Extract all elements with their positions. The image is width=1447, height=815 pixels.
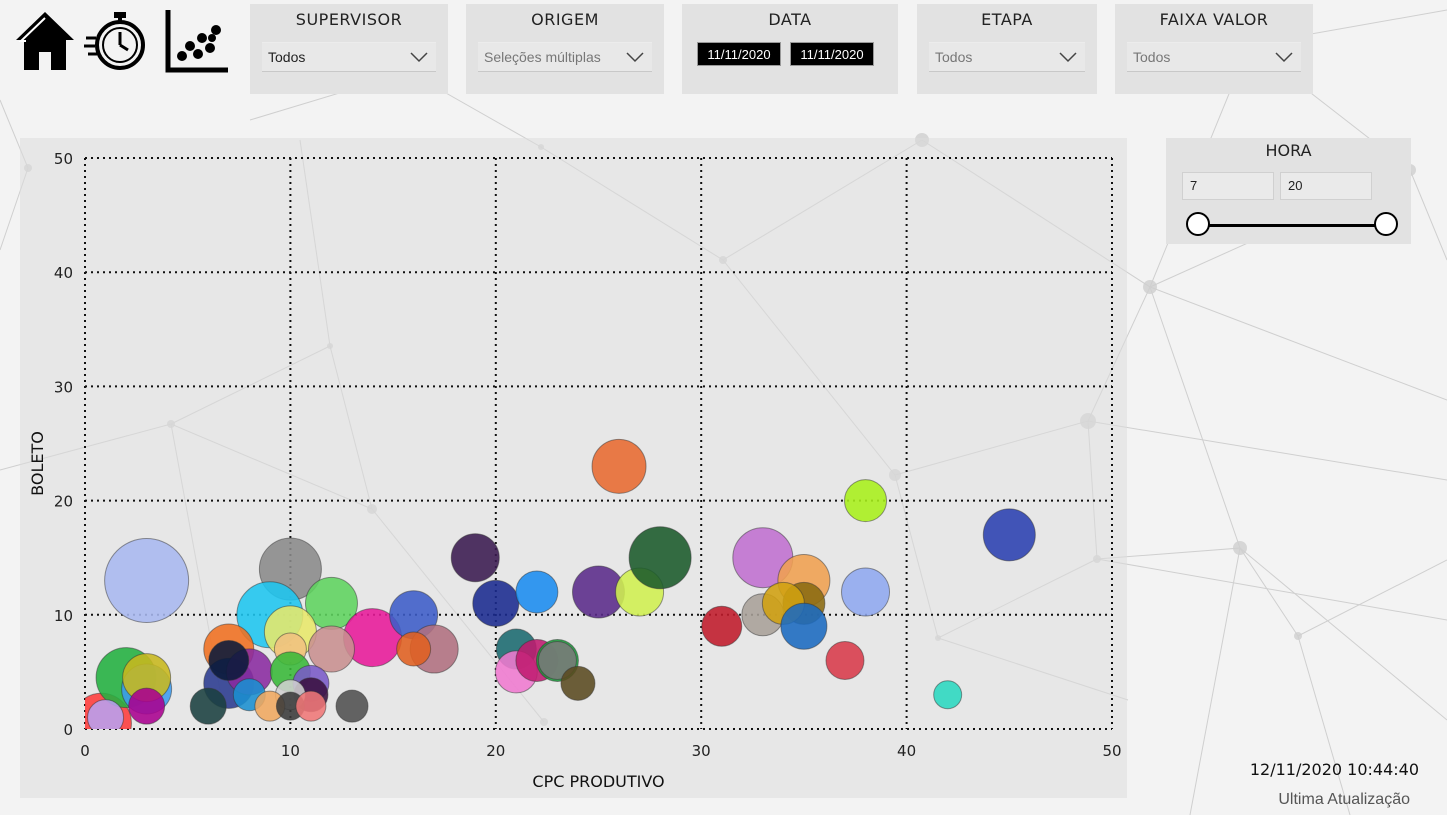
x-axis-title: CPC PRODUTIVO <box>532 772 664 791</box>
origem-dropdown[interactable]: Seleções múltiplas <box>478 42 652 72</box>
hora-slicer: HORA 7 20 <box>1166 138 1411 244</box>
hora-slider-min-handle[interactable] <box>1186 212 1210 236</box>
hora-slider-track[interactable] <box>1198 224 1386 227</box>
x-tick-label: 30 <box>692 742 711 760</box>
hora-min-input[interactable]: 7 <box>1182 172 1274 200</box>
x-tick-label: 20 <box>486 742 505 760</box>
bubble-point[interactable] <box>87 699 125 736</box>
last-update-label: Ultima Atualização <box>1278 791 1410 808</box>
y-tick-label: 20 <box>54 493 73 511</box>
bubble-point[interactable] <box>933 680 963 710</box>
x-tick-label: 0 <box>80 742 90 760</box>
hora-max-input[interactable]: 20 <box>1280 172 1372 200</box>
bubble-point[interactable] <box>189 687 227 725</box>
chevron-down-icon <box>410 52 428 63</box>
hora-title: HORA <box>1265 141 1312 160</box>
etapa-dropdown[interactable]: Todos <box>929 42 1085 72</box>
bubble-point[interactable] <box>307 625 355 673</box>
bubble-point[interactable] <box>780 602 828 650</box>
filter-faixa-valor-title: FAIXA VALOR <box>1159 10 1269 29</box>
filter-origem: ORIGEM Seleções múltiplas <box>466 4 664 94</box>
faixa-valor-value: Todos <box>1133 49 1171 65</box>
filter-etapa-title: ETAPA <box>981 10 1033 29</box>
bubble-point[interactable] <box>450 533 500 583</box>
bubble-point[interactable] <box>701 605 743 647</box>
bubble-point[interactable] <box>396 631 432 667</box>
supervisor-value: Todos <box>268 49 306 65</box>
bubble-point[interactable] <box>208 639 250 681</box>
scatter-chart-icon[interactable] <box>164 8 230 74</box>
bubble-point[interactable] <box>628 526 692 590</box>
bubble-layer <box>85 438 1036 736</box>
bubble-point[interactable] <box>515 570 559 614</box>
scatter-chart: 0 10 20 30 40 50 0 10 20 30 40 50 CPC PRODUTIVO BOLET… <box>28 150 1122 791</box>
filter-supervisor: SUPERVISOR Todos <box>250 4 448 94</box>
y-tick-label: 30 <box>54 378 73 396</box>
bubble-point[interactable] <box>560 665 596 701</box>
bubble-point[interactable] <box>128 687 166 725</box>
bubble-point[interactable] <box>841 567 891 617</box>
y-axis-title: BOLETO <box>28 431 47 496</box>
chevron-down-icon <box>1275 52 1293 63</box>
faixa-valor-dropdown[interactable]: Todos <box>1127 42 1301 72</box>
chevron-down-icon <box>626 52 644 63</box>
filter-etapa: ETAPA Todos <box>917 4 1097 94</box>
date-end-input[interactable]: 11/11/2020 <box>790 42 874 66</box>
y-tick-label: 10 <box>54 607 73 625</box>
bubble-point[interactable] <box>844 479 888 523</box>
origem-value: Seleções múltiplas <box>484 49 601 65</box>
bubble-point[interactable] <box>982 508 1036 562</box>
chevron-down-icon <box>1059 52 1077 63</box>
filter-supervisor-title: SUPERVISOR <box>295 10 403 29</box>
bubble-point[interactable] <box>295 690 327 722</box>
y-tick-label: 40 <box>54 264 73 282</box>
filter-data-title: DATA <box>768 10 812 29</box>
bubble-point[interactable] <box>104 538 190 624</box>
y-tick-label: 0 <box>63 721 73 739</box>
bubble-point[interactable] <box>825 640 865 680</box>
y-tick-label: 50 <box>54 150 73 168</box>
date-start-input[interactable]: 11/11/2020 <box>697 42 781 66</box>
etapa-value: Todos <box>935 49 973 65</box>
filter-origem-title: ORIGEM <box>531 10 599 29</box>
last-update-timestamp: 12/11/2020 10:44:40 <box>1249 760 1419 779</box>
stopwatch-icon[interactable] <box>84 8 150 74</box>
filter-data: DATA 11/11/2020 11/11/2020 <box>682 4 898 94</box>
bubble-point[interactable] <box>472 579 520 627</box>
home-icon[interactable] <box>12 8 78 74</box>
scatter-chart-panel: 0 10 20 30 40 50 0 10 20 30 40 50 CPC PRODUTIVO BOLET… <box>20 138 1127 798</box>
supervisor-dropdown[interactable]: Todos <box>262 42 436 72</box>
x-tick-label: 40 <box>897 742 916 760</box>
bubble-point[interactable] <box>591 438 647 494</box>
bubble-point[interactable] <box>335 689 369 723</box>
x-tick-label: 50 <box>1102 742 1121 760</box>
hora-slider-max-handle[interactable] <box>1374 212 1398 236</box>
filter-faixa-valor: FAIXA VALOR Todos <box>1115 4 1313 94</box>
x-tick-label: 10 <box>281 742 300 760</box>
